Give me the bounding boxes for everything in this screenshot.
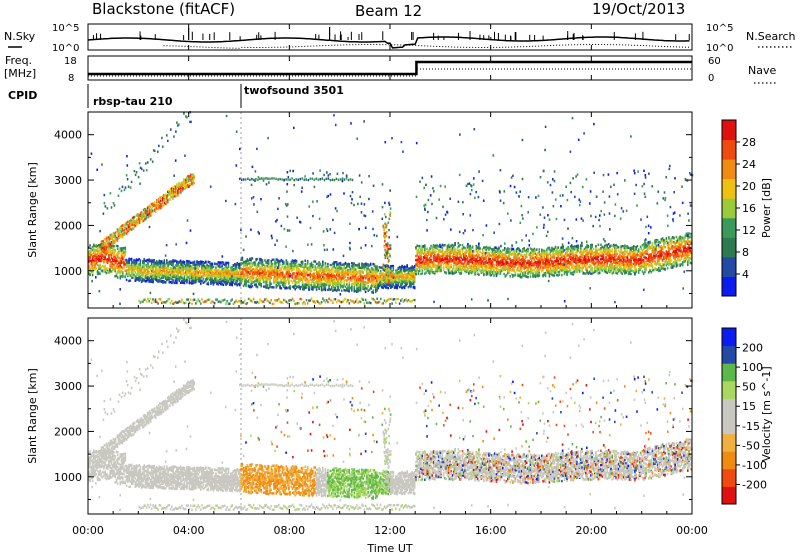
power-cell xyxy=(89,256,91,258)
power-cell xyxy=(107,268,109,270)
power-cell xyxy=(89,273,91,275)
header-station: Blackstone (fitACF) xyxy=(92,0,235,18)
noise-left-tick-bottom: 10^0 xyxy=(52,43,79,54)
power-cell xyxy=(172,263,174,265)
power-cell xyxy=(141,269,143,271)
power-cell xyxy=(96,267,98,269)
header-beam: Beam 12 xyxy=(355,2,422,20)
cpid-label: CPID xyxy=(8,89,37,102)
power-cell xyxy=(123,267,125,269)
power-cell xyxy=(140,262,142,264)
power-cell xyxy=(99,264,101,266)
power-cell xyxy=(117,245,119,247)
power-cell xyxy=(140,264,142,266)
power-cell xyxy=(164,259,166,261)
power-cell xyxy=(200,282,202,284)
cpid-segment-1: rbsp-tau 210 xyxy=(93,95,173,108)
freq-left-label-bottom: [MHz] xyxy=(4,67,36,80)
power-cell xyxy=(114,249,116,251)
power-cell xyxy=(107,262,109,264)
power-cell xyxy=(99,273,101,275)
freq-right-tick-top: 60 xyxy=(708,56,721,67)
power-cell xyxy=(125,250,127,252)
power-cell xyxy=(223,284,225,286)
power-cell xyxy=(113,245,115,247)
power-cell xyxy=(122,273,124,275)
power-cell xyxy=(104,265,106,267)
power-cell xyxy=(152,280,154,282)
freq-left-tick-bottom: 8 xyxy=(68,73,74,84)
power-cell xyxy=(117,276,119,278)
noise-right-tick-bottom: 10^0 xyxy=(706,43,733,54)
power-cell xyxy=(92,271,94,273)
power-cell xyxy=(125,253,127,255)
noise-sky-trace xyxy=(88,37,690,48)
rti-plot-page: Blackstone (fitACF) Beam 12 19/Oct/2013 … xyxy=(0,0,800,554)
power-cell xyxy=(130,279,132,281)
power-cell xyxy=(89,244,91,246)
power-cell xyxy=(152,268,154,270)
power-cell xyxy=(142,274,144,276)
power-cell xyxy=(194,261,196,263)
freq-trace xyxy=(88,62,692,74)
power-cell xyxy=(203,278,205,280)
power-cell xyxy=(208,281,210,283)
noise-search-trace xyxy=(164,45,690,49)
noise-left-tick-top: 10^5 xyxy=(52,23,79,34)
noise-left-label: N.Sky xyxy=(4,30,36,43)
freq-left-tick-top: 18 xyxy=(64,56,77,67)
power-cell xyxy=(195,281,197,283)
power-cell xyxy=(176,282,178,284)
power-cell xyxy=(125,276,127,278)
power-cell xyxy=(186,279,188,281)
power-cell xyxy=(213,266,215,268)
freq-right-tick-bottom: 0 xyxy=(708,73,714,84)
noise-sky-spikes xyxy=(93,27,689,40)
power-cell xyxy=(153,259,155,261)
power-cell xyxy=(165,281,167,283)
power-cell xyxy=(164,261,166,263)
power-cell xyxy=(136,261,138,263)
power-cell xyxy=(198,267,200,269)
power-cell xyxy=(186,274,188,276)
rti-chart: Blackstone (fitACF) Beam 12 19/Oct/2013 … xyxy=(0,0,800,554)
noise-right-tick-top: 10^5 xyxy=(706,23,733,34)
power-cell xyxy=(117,248,119,250)
power-cell xyxy=(125,247,127,249)
freq-left-label-top: Freq. xyxy=(5,54,32,67)
noise-right-label: N.Search xyxy=(746,30,796,43)
power-cell xyxy=(92,274,94,276)
power-cell xyxy=(205,261,207,263)
power-cell xyxy=(128,261,130,263)
header-date: 19/Oct/2013 xyxy=(592,0,685,18)
power-cell xyxy=(165,264,167,266)
power-cell xyxy=(103,260,105,262)
cpid-segment-2: twofsound 3501 xyxy=(244,84,344,97)
power-cell xyxy=(126,279,128,281)
freq-right-label: Nave xyxy=(748,64,776,77)
power-cell xyxy=(140,259,142,261)
